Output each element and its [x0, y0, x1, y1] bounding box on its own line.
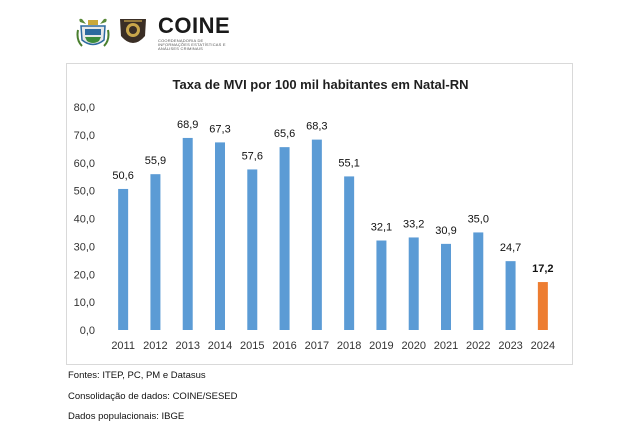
bar [408, 237, 419, 330]
bar [473, 232, 484, 330]
bar [279, 147, 290, 330]
data-label: 55,1 [338, 157, 359, 169]
bar [537, 282, 548, 330]
bar [441, 243, 451, 330]
x-tick-label: 2012 [143, 340, 167, 352]
chart-title: Taxa de MVI por 100 mil habitantes em Na… [173, 77, 469, 92]
coine-logo: COINE COORDENADORIA DE INFORMAÇÕES ESTAT… [158, 15, 230, 51]
sources-note: Fontes: ITEP, PC, PM e Datasus [68, 370, 206, 381]
data-label: 30,9 [435, 225, 456, 237]
data-label: 65,6 [274, 128, 295, 140]
bar [505, 261, 516, 330]
consolidation-note: Consolidação de dados: COINE/SESED [68, 390, 238, 402]
y-tick-label: 40,0 [74, 214, 95, 226]
chart-area: Taxa de MVI por 100 mil habitantes em Na… [66, 63, 573, 365]
y-tick-label: 20,0 [74, 269, 95, 281]
x-tick-label: 2015 [240, 340, 264, 352]
data-label: 24,7 [500, 242, 521, 254]
x-tick-label: 2013 [175, 340, 199, 352]
data-label: 67,3 [209, 123, 230, 135]
data-labels: 50,6 55,9 68,9 67,3 57,6 65,6 68,3 55,1 32,1 33,2… [112, 119, 553, 275]
x-tick-label: 2022 [466, 340, 490, 352]
police-badge-icon [120, 19, 146, 43]
bar [311, 139, 322, 330]
bar [182, 137, 193, 330]
x-tick-label: 2017 [305, 340, 329, 352]
x-tick-label: 2020 [401, 340, 425, 352]
bar [215, 142, 225, 330]
header-logos: COINE COORDENADORIA DE INFORMAÇÕES ESTAT… [76, 15, 230, 51]
y-tick-label: 10,0 [74, 297, 95, 309]
x-tick-label: 2023 [498, 340, 522, 352]
x-tick-label: 2018 [337, 340, 361, 352]
data-label: 50,6 [112, 170, 133, 182]
x-tick-label: 2011 [111, 340, 135, 352]
x-axis: 2011 2012 2013 2014 2015 2016 2017 2018 2019 2020… [111, 340, 555, 352]
y-tick-label: 60,0 [74, 158, 95, 170]
bar [376, 240, 387, 330]
coine-subtitle: COORDENADORIA DE INFORMAÇÕES ESTATÍSTICA… [158, 38, 226, 51]
data-label: 17,2 [532, 263, 553, 275]
y-tick-label: 70,0 [74, 130, 95, 142]
data-label: 35,0 [468, 213, 489, 225]
x-tick-label: 2014 [208, 340, 232, 352]
y-tick-label: 50,0 [74, 186, 95, 198]
y-tick-label: 0,0 [80, 325, 95, 337]
y-tick-label: 80,0 [74, 102, 95, 114]
bar [118, 188, 129, 330]
population-note: Dados populacionais: IBGE [68, 411, 185, 422]
bar [344, 176, 355, 330]
bar [150, 174, 161, 330]
data-label: 68,3 [306, 121, 327, 133]
x-tick-label: 2016 [272, 340, 296, 352]
bar-chart: Taxa de MVI por 100 mil habitantes em Na… [74, 77, 556, 352]
bars [118, 137, 548, 330]
bar [247, 169, 258, 330]
data-label: 55,9 [145, 155, 166, 167]
coine-wordmark: COINE [158, 13, 231, 38]
data-label: 57,6 [242, 150, 263, 162]
data-label: 68,9 [177, 119, 198, 131]
data-label: 32,1 [371, 222, 392, 234]
y-tick-label: 30,0 [74, 241, 95, 253]
x-tick-label: 2024 [531, 340, 555, 352]
x-tick-label: 2021 [434, 340, 458, 352]
y-axis: 0,0 10,0 20,0 30,0 40,0 50,0 60,0 70,0 80,0 [74, 102, 95, 337]
coat-of-arms-icon [76, 18, 110, 47]
x-tick-label: 2019 [369, 340, 393, 352]
data-label: 33,2 [403, 218, 424, 230]
footnotes: Fontes: ITEP, PC, PM e Datasus Consolida… [68, 366, 238, 428]
